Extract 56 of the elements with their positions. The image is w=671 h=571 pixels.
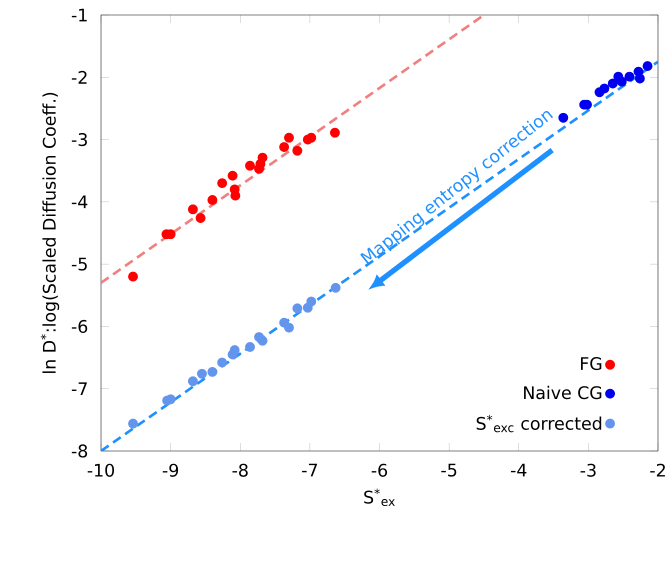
legend-label: Naive CG — [524, 386, 602, 400]
point — [230, 190, 240, 201]
point — [284, 322, 294, 333]
point — [217, 358, 228, 368]
point — [217, 178, 228, 188]
legend-label: FG — [581, 357, 602, 370]
y-tick-label: -4 — [72, 196, 88, 208]
y-tick-label: -3 — [72, 133, 87, 146]
point — [558, 112, 568, 123]
point — [230, 345, 240, 356]
point — [292, 146, 302, 156]
point — [245, 160, 255, 171]
point — [245, 342, 255, 352]
point — [128, 418, 138, 429]
point — [166, 394, 176, 404]
point — [207, 366, 218, 377]
x-tick-label: -7 — [302, 464, 318, 476]
x-tick-label: -5 — [441, 464, 456, 477]
point — [642, 61, 652, 72]
x-tick-label: -3 — [580, 464, 596, 477]
point — [258, 336, 268, 346]
point — [284, 132, 294, 143]
point — [634, 74, 645, 84]
point — [188, 204, 198, 214]
point — [279, 142, 290, 152]
point — [616, 76, 627, 87]
point — [228, 170, 238, 181]
x-tick-label: -6 — [372, 464, 388, 477]
point — [207, 195, 218, 205]
y-tick-label: -6 — [72, 320, 88, 333]
legend-label: S$^{*}$$_{exc}$ corrected — [476, 414, 602, 432]
x-tick-label: -10 — [88, 464, 114, 477]
x-tick-label: -8 — [232, 464, 248, 477]
y-tick-label: -7 — [72, 382, 87, 396]
point — [330, 128, 340, 138]
point — [306, 296, 316, 306]
point — [624, 72, 634, 82]
y-axis-title: ln D$^{*}$:log(Scaled Diffusion Coeff.) — [40, 92, 60, 373]
x-tick-label: -2 — [650, 464, 665, 477]
x-tick-label: -9 — [162, 464, 178, 477]
y-tick-label: -2 — [72, 70, 87, 84]
point — [330, 282, 341, 293]
x-axis-title: S$^{*}$ex — [364, 488, 395, 506]
x-tick-label: -4 — [510, 464, 526, 476]
point — [258, 152, 268, 163]
point — [188, 376, 198, 386]
point — [608, 78, 618, 88]
point — [197, 368, 207, 379]
point — [292, 303, 302, 314]
y-tick-label: -1 — [72, 8, 87, 22]
point — [128, 272, 138, 282]
y-tick-label: -8 — [72, 444, 88, 458]
point — [599, 84, 610, 94]
point — [196, 213, 206, 223]
point — [306, 132, 316, 143]
y-tick-label: -5 — [72, 258, 87, 271]
